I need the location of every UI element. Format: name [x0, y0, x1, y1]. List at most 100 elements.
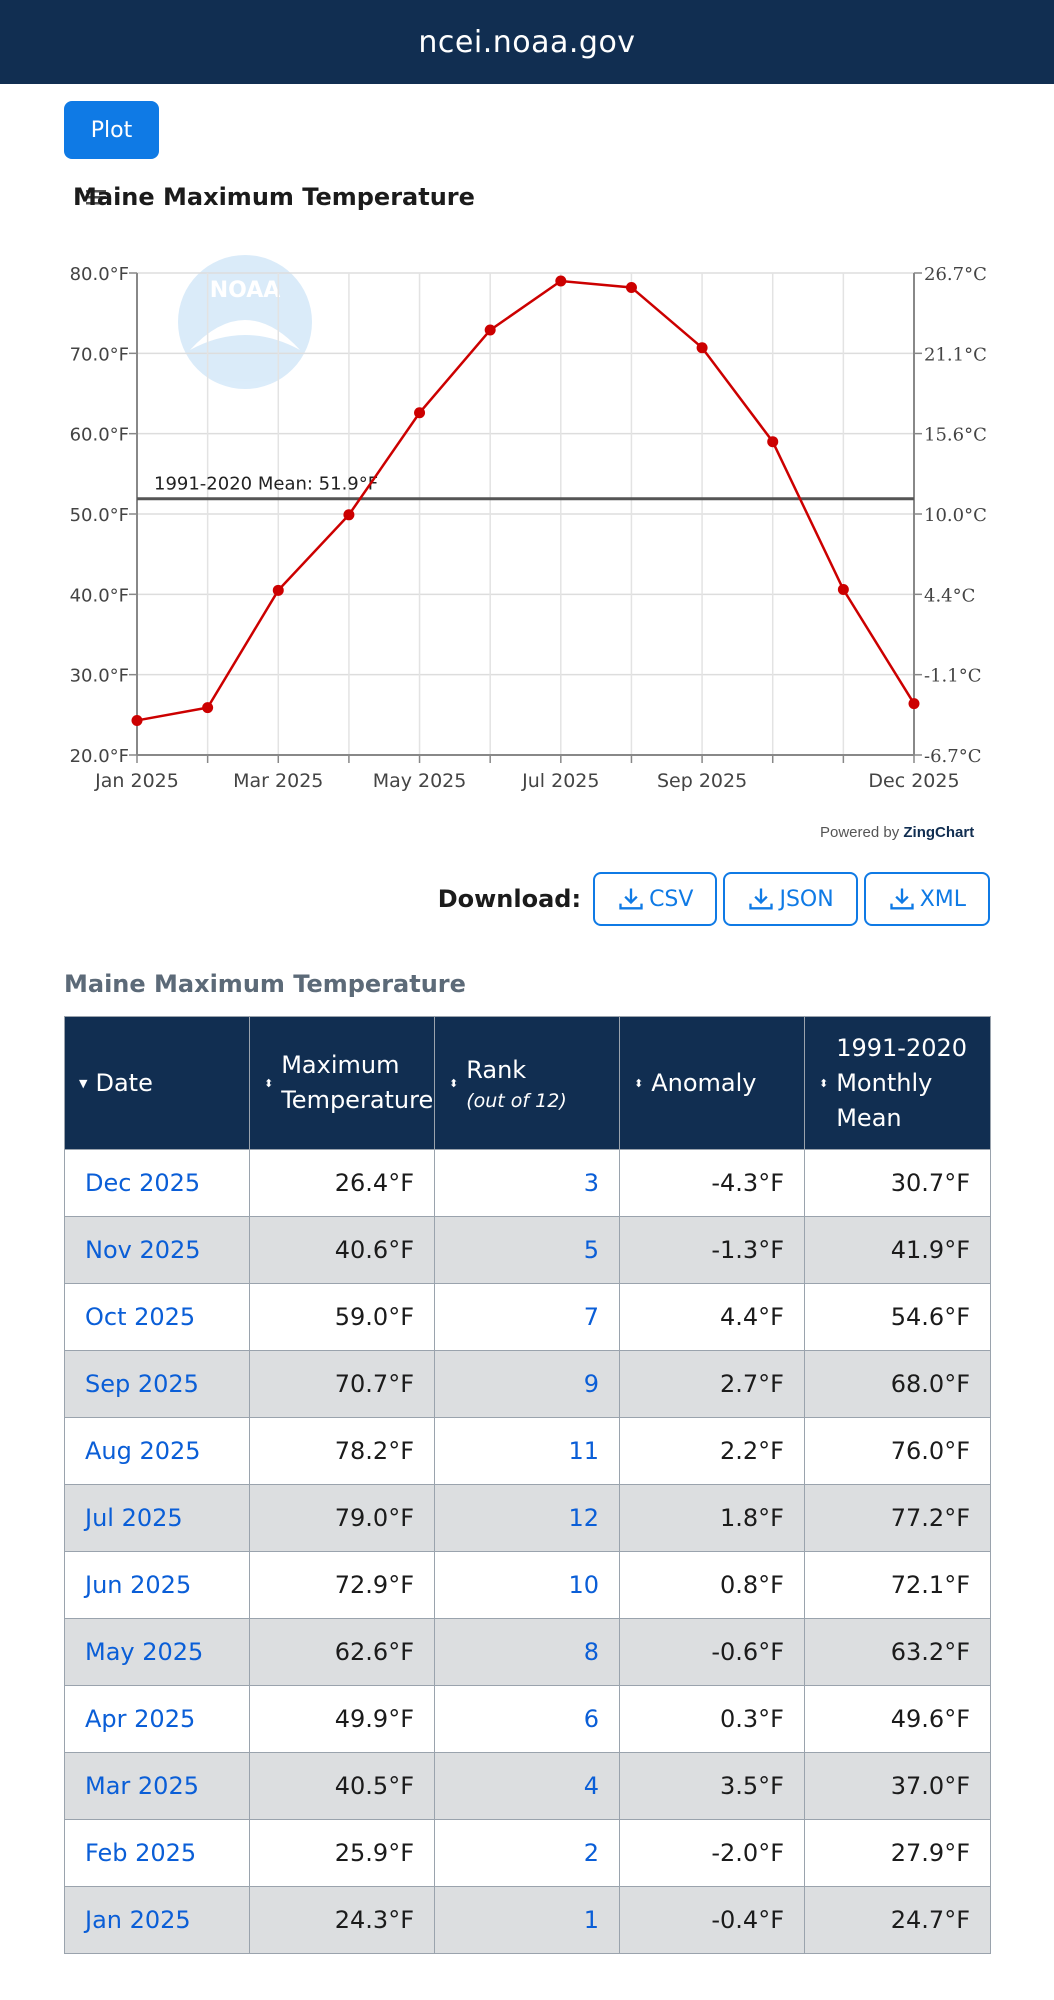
x-tick-label: Mar 2025: [233, 770, 323, 792]
column-header-date-label: Date: [95, 1068, 153, 1097]
rank-link[interactable]: 10: [434, 1551, 620, 1619]
date-link[interactable]: Nov 2025: [64, 1216, 250, 1284]
max-temp-cell: 59.0°F: [249, 1283, 435, 1351]
column-header-anomaly[interactable]: ⬍ Anomaly: [619, 1016, 805, 1150]
column-header-max-temp[interactable]: ⬍ Maximum Temperature: [249, 1016, 435, 1150]
anomaly-cell: -4.3°F: [619, 1149, 805, 1217]
table-row: Jan 2025 24.3°F 1 -0.4°F 24.7°F: [64, 1886, 991, 1954]
date-link[interactable]: Mar 2025: [64, 1752, 250, 1820]
column-header-rank[interactable]: ⬍ Rank (out of 12): [434, 1016, 620, 1150]
table-row: May 2025 62.6°F 8 -0.6°F 63.2°F: [64, 1618, 991, 1686]
y2-tick-label: 4.4°C: [924, 585, 975, 606]
anomaly-cell: 3.5°F: [619, 1752, 805, 1820]
mean-cell: 30.7°F: [804, 1149, 991, 1217]
data-point[interactable]: [484, 324, 496, 336]
sort-icon: ⬍: [819, 1076, 829, 1090]
data-point[interactable]: [767, 436, 779, 448]
max-temp-cell: 70.7°F: [249, 1350, 435, 1418]
y2-tick-label: -1.1°C: [924, 666, 981, 687]
x-tick-label: Jan 2025: [94, 770, 179, 792]
download-icon: [890, 888, 914, 910]
date-link[interactable]: Apr 2025: [64, 1685, 250, 1753]
date-link[interactable]: Jul 2025: [64, 1484, 250, 1552]
table-row: Apr 2025 49.9°F 6 0.3°F 49.6°F: [64, 1685, 991, 1753]
download-icon: [749, 888, 774, 910]
date-link[interactable]: Dec 2025: [64, 1149, 250, 1217]
x-tick-label: Dec 2025: [868, 770, 959, 792]
download-xml-label: XML: [919, 886, 966, 912]
y2-tick-label: 15.6°C: [924, 425, 987, 446]
rank-link[interactable]: 7: [434, 1283, 620, 1351]
anomaly-cell: 2.7°F: [619, 1350, 805, 1418]
data-point[interactable]: [202, 702, 214, 714]
download-csv-button[interactable]: CSV: [593, 872, 718, 926]
table-row: Jun 2025 72.9°F 10 0.8°F 72.1°F: [64, 1551, 991, 1619]
data-point[interactable]: [555, 275, 567, 287]
mean-cell: 68.0°F: [804, 1350, 991, 1418]
column-header-date[interactable]: ▼ Date: [64, 1016, 250, 1150]
y-tick-label: 70.0°F: [70, 344, 129, 365]
mean-cell: 24.7°F: [804, 1886, 991, 1954]
y-tick-label: 20.0°F: [70, 746, 129, 767]
anomaly-cell: 1.8°F: [619, 1484, 805, 1552]
date-link[interactable]: May 2025: [64, 1618, 250, 1686]
site-header: ncei.noaa.gov: [0, 0, 1054, 84]
column-header-mean-label: 1991-2020 Monthly Mean: [836, 1033, 968, 1132]
y-tick-label: 40.0°F: [70, 585, 129, 606]
max-temp-cell: 40.6°F: [249, 1216, 435, 1284]
table-title: Maine Maximum Temperature: [64, 970, 466, 998]
rank-link[interactable]: 9: [434, 1350, 620, 1418]
column-header-max-temp-label: Maximum Temperature: [281, 1051, 434, 1114]
anomaly-cell: -1.3°F: [619, 1216, 805, 1284]
date-link[interactable]: Oct 2025: [64, 1283, 250, 1351]
table-row: Jul 2025 79.0°F 12 1.8°F 77.2°F: [64, 1484, 991, 1552]
date-link[interactable]: Jan 2025: [64, 1886, 250, 1954]
x-tick-label: May 2025: [373, 770, 467, 792]
download-json-button[interactable]: JSON: [723, 872, 858, 926]
plot-button[interactable]: Plot: [64, 101, 159, 159]
rank-link[interactable]: 12: [434, 1484, 620, 1552]
rank-link[interactable]: 3: [434, 1149, 620, 1217]
download-icon: [619, 888, 643, 910]
column-header-mean[interactable]: ⬍ 1991-2020 Monthly Mean: [804, 1016, 991, 1150]
rank-link[interactable]: 11: [434, 1417, 620, 1485]
mean-cell: 77.2°F: [804, 1484, 991, 1552]
y-tick-label: 60.0°F: [70, 425, 129, 446]
sort-icon: ⬍: [634, 1076, 644, 1090]
date-link[interactable]: Jun 2025: [64, 1551, 250, 1619]
powered-by[interactable]: Powered by ZingChart: [820, 824, 974, 841]
data-point[interactable]: [837, 584, 849, 596]
download-bar: Download: CSV JSON XML: [0, 870, 990, 928]
data-point[interactable]: [414, 407, 426, 419]
mean-cell: 76.0°F: [804, 1417, 991, 1485]
powered-by-prefix: Powered by: [820, 824, 900, 841]
date-link[interactable]: Aug 2025: [64, 1417, 250, 1485]
data-point[interactable]: [343, 509, 355, 521]
table-row: Sep 2025 70.7°F 9 2.7°F 68.0°F: [64, 1350, 991, 1418]
menu-icon[interactable]: [86, 190, 106, 205]
rank-link[interactable]: 2: [434, 1819, 620, 1887]
data-point[interactable]: [272, 584, 284, 596]
date-link[interactable]: Sep 2025: [64, 1350, 250, 1418]
table-row: Aug 2025 78.2°F 11 2.2°F 76.0°F: [64, 1417, 991, 1485]
data-point[interactable]: [908, 698, 920, 710]
site-domain: ncei.noaa.gov: [418, 24, 636, 60]
download-csv-label: CSV: [649, 886, 694, 912]
rank-link[interactable]: 6: [434, 1685, 620, 1753]
mean-cell: 72.1°F: [804, 1551, 991, 1619]
rank-link[interactable]: 4: [434, 1752, 620, 1820]
rank-link[interactable]: 8: [434, 1618, 620, 1686]
date-link[interactable]: Feb 2025: [64, 1819, 250, 1887]
anomaly-cell: 2.2°F: [619, 1417, 805, 1485]
sort-icon: ⬍: [449, 1076, 459, 1090]
data-point[interactable]: [625, 281, 637, 293]
table-row: Oct 2025 59.0°F 7 4.4°F 54.6°F: [64, 1283, 991, 1351]
download-xml-button[interactable]: XML: [863, 872, 990, 926]
zingchart-brand: ZingChart: [903, 824, 975, 841]
rank-link[interactable]: 1: [434, 1886, 620, 1954]
anomaly-cell: -0.4°F: [619, 1886, 805, 1954]
data-point[interactable]: [131, 714, 143, 726]
rank-link[interactable]: 5: [434, 1216, 620, 1284]
data-point[interactable]: [696, 342, 708, 354]
chart-title: Maine Maximum Temperature: [73, 183, 475, 211]
